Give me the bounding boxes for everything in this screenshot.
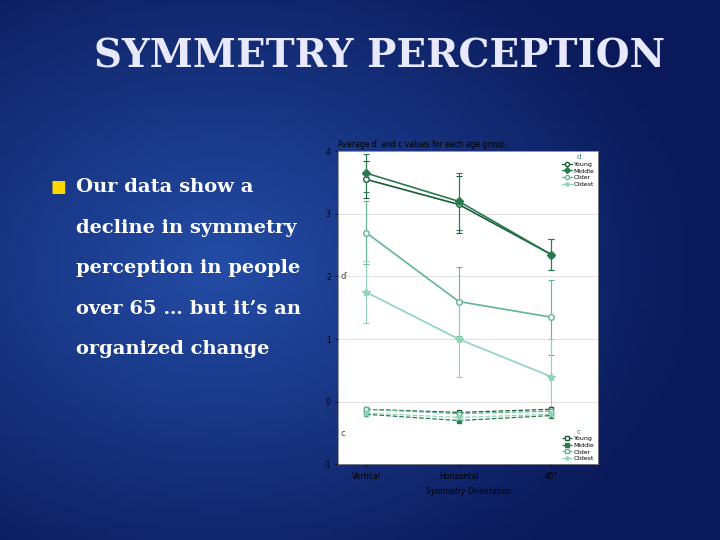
Text: decline in symmetry: decline in symmetry xyxy=(76,219,296,237)
Text: Average d’ and c values for each age group.: Average d’ and c values for each age gro… xyxy=(338,140,508,149)
Text: over 65 … but it’s an: over 65 … but it’s an xyxy=(76,300,301,318)
Text: d′: d′ xyxy=(341,272,348,281)
X-axis label: Symmetry Orientation: Symmetry Orientation xyxy=(426,487,510,496)
Text: c: c xyxy=(341,429,345,437)
Legend: Young, Middle, Older, Oldest: Young, Middle, Older, Oldest xyxy=(562,429,595,461)
Text: organized change: organized change xyxy=(76,340,269,358)
Text: SYMMETRY PERCEPTION: SYMMETRY PERCEPTION xyxy=(94,38,665,76)
Text: perception in people: perception in people xyxy=(76,259,300,277)
Text: ■: ■ xyxy=(50,178,66,196)
Text: Our data show a: Our data show a xyxy=(76,178,253,196)
